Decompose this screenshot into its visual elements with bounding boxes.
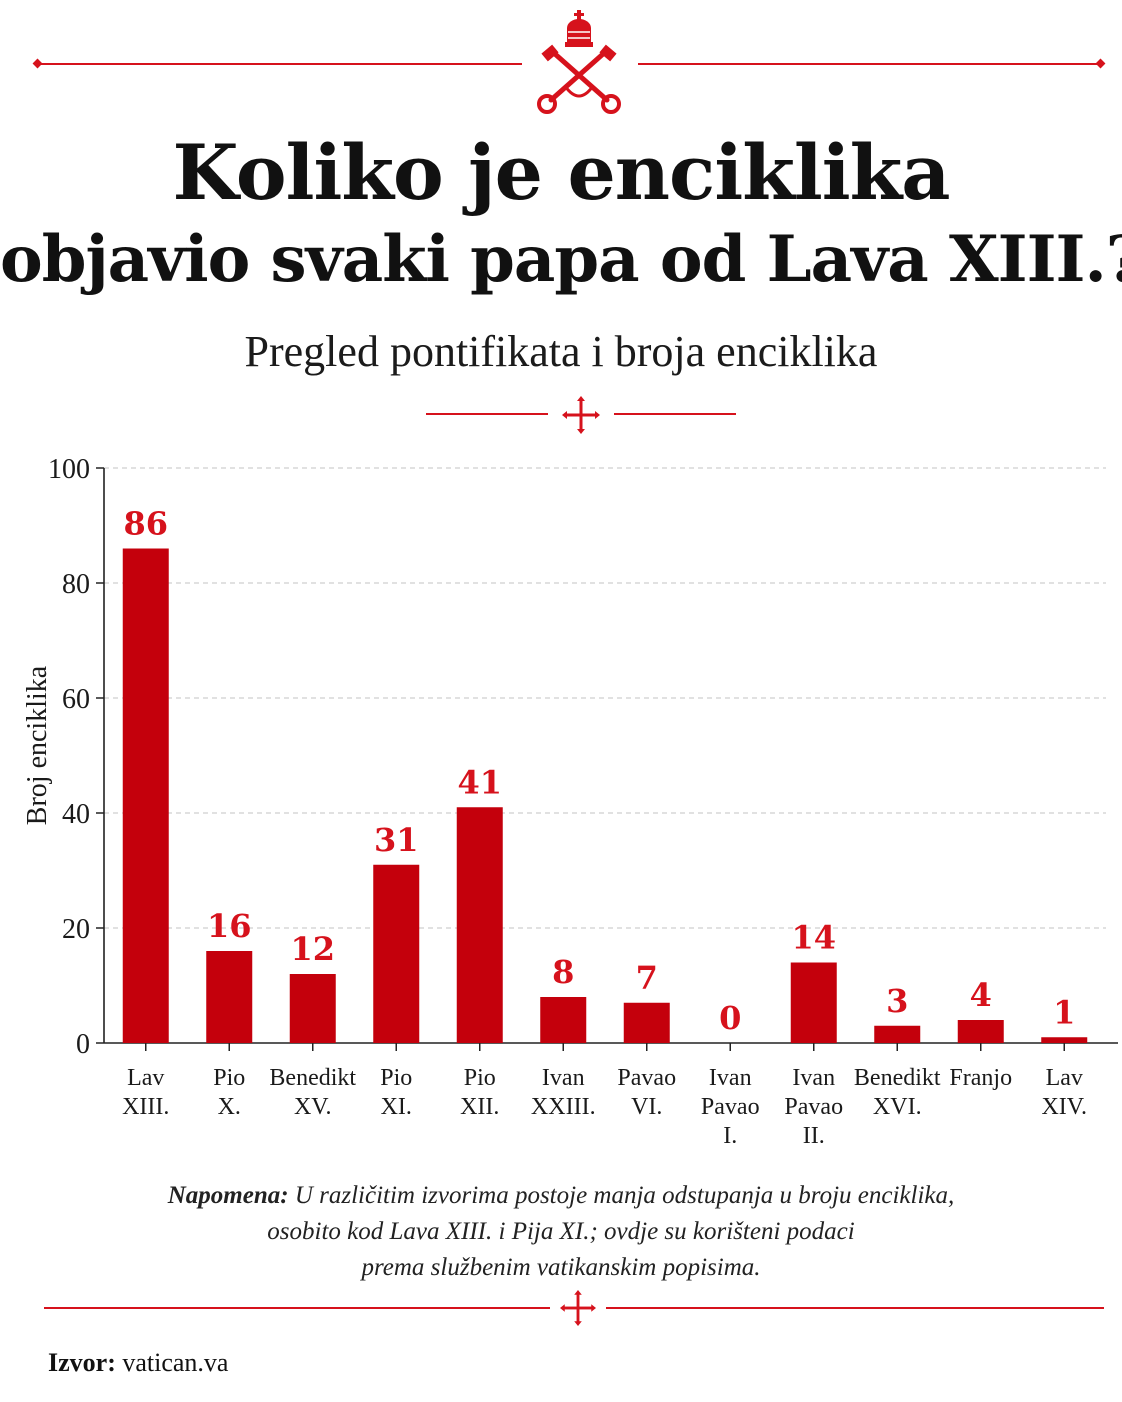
y-tick-label: 20 xyxy=(62,914,90,945)
note-line-2: osobito kod Lava XIII. i Pija XI.; ovdje… xyxy=(267,1218,855,1245)
x-tick-label: Pio X. xyxy=(213,1065,245,1120)
bar xyxy=(623,1002,670,1043)
x-tick-label-line: Ivan xyxy=(792,1065,835,1091)
x-tick-label-line: XII. xyxy=(460,1094,499,1120)
note-line-1: U različitim izvorima postoje manja odst… xyxy=(294,1182,955,1209)
bar xyxy=(790,962,837,1043)
source-label: Izvor: xyxy=(48,1348,116,1377)
x-tick-label: Benedikt XVI. xyxy=(854,1065,941,1120)
bottom-cross-ornament-icon xyxy=(560,1290,596,1326)
x-tick-label-line: Ivan xyxy=(709,1065,752,1091)
x-tick-label-line: Ivan xyxy=(542,1065,585,1091)
x-tick-label-line: XXIII. xyxy=(531,1094,596,1120)
chart-title-line-2: objavio svaki papa od Lava XIII.? xyxy=(0,222,1122,297)
x-tick-label-line: XVI. xyxy=(873,1094,922,1120)
x-tick-label: Ivan XXIII. xyxy=(531,1065,596,1120)
x-tick-label: Benedikt XV. xyxy=(269,1065,356,1120)
y-tick-label: 100 xyxy=(48,454,90,485)
x-tick-label: Pavao VI. xyxy=(617,1065,676,1120)
bar-value-label: 8 xyxy=(552,953,574,991)
x-tick-label: Ivan Pavao I. xyxy=(701,1065,760,1149)
bar xyxy=(122,548,169,1043)
x-tick-label-line: Pavao xyxy=(701,1094,760,1120)
x-tick-label-line: VI. xyxy=(631,1094,662,1120)
x-tick-label-line: Pio xyxy=(464,1065,496,1091)
bar xyxy=(874,1025,921,1043)
x-tick-label: Lav XIII. xyxy=(122,1065,169,1120)
chart-title-line-1: Koliko je enciklika xyxy=(172,128,951,217)
bar xyxy=(206,951,253,1043)
bar-value-label: 3 xyxy=(886,982,908,1020)
bar-value-label: 7 xyxy=(636,959,658,997)
x-tick-label-line: Lav xyxy=(127,1065,164,1091)
bar-value-label: 31 xyxy=(374,821,419,859)
top-rule-left-end xyxy=(32,58,43,69)
bar xyxy=(540,997,587,1043)
y-tick-label: 0 xyxy=(76,1029,90,1060)
chart-subtitle: Pregled pontifikata i broja enciklika xyxy=(244,327,878,376)
source: Izvor: vatican.va xyxy=(48,1348,228,1378)
x-tick-label-line: Benedikt xyxy=(269,1065,356,1091)
x-tick-label-line: I. xyxy=(723,1123,737,1149)
x-tick-label: Pio XI. xyxy=(380,1065,412,1120)
x-tick-label: Franjo xyxy=(949,1065,1012,1091)
x-tick-label-line: X. xyxy=(218,1094,241,1120)
y-tick-label: 80 xyxy=(62,569,90,600)
source-value: vatican.va xyxy=(122,1348,229,1377)
x-tick-label-line: XV. xyxy=(294,1094,332,1120)
x-tick-label-line: II. xyxy=(803,1123,825,1149)
x-tick-label-line: Pio xyxy=(380,1065,412,1091)
bottom-rule-right xyxy=(606,1307,1104,1309)
y-tick-label: 40 xyxy=(62,799,90,830)
y-axis-title: Broj enciklika xyxy=(22,665,53,825)
x-tick-label: Lav XIV. xyxy=(1041,1065,1087,1120)
bar-value-label: 0 xyxy=(719,999,741,1037)
bar xyxy=(373,864,420,1043)
bar xyxy=(289,974,336,1043)
top-rule-left xyxy=(38,63,522,65)
x-tick-label-line: Benedikt xyxy=(854,1065,941,1091)
x-tick-label: Ivan Pavao II. xyxy=(784,1065,843,1149)
subtitle-rule-left xyxy=(426,413,548,415)
x-tick-label: Pio XII. xyxy=(460,1065,499,1120)
x-tick-label-line: Lav xyxy=(1046,1065,1083,1091)
bottom-rule-left xyxy=(44,1307,550,1309)
bar xyxy=(456,807,503,1043)
cross-ornament-icon xyxy=(562,396,600,434)
x-tick-label-line: Pio xyxy=(213,1065,245,1091)
note-line-3: prema službenim vatikanskim popisima. xyxy=(361,1254,761,1281)
bar-value-label: 4 xyxy=(970,976,992,1014)
bar-value-label: 12 xyxy=(290,930,335,968)
bar-value-label: 1 xyxy=(1053,993,1075,1031)
x-tick-label-line: XI. xyxy=(381,1094,412,1120)
x-tick-label-line: Pavao xyxy=(617,1065,676,1091)
papal-keys-tiara-icon xyxy=(537,10,621,114)
subtitle-rule-right xyxy=(614,413,736,415)
bar-value-label: 86 xyxy=(123,505,168,543)
top-rule-right-end xyxy=(1095,58,1106,69)
x-tick-label-line: XIV. xyxy=(1041,1094,1087,1120)
bar-value-label: 14 xyxy=(791,919,836,957)
top-rule-right xyxy=(638,63,1102,65)
bar xyxy=(957,1020,1004,1043)
bar xyxy=(1041,1037,1088,1043)
x-tick-label-line: XIII. xyxy=(122,1094,169,1120)
note-label: Napomena: xyxy=(167,1182,289,1209)
x-tick-label-line: Franjo xyxy=(949,1065,1012,1091)
bar-value-label: 16 xyxy=(207,907,252,945)
note: Napomena: U različitim izvorima postoje … xyxy=(40,1178,1082,1286)
y-tick-label: 60 xyxy=(62,684,90,715)
x-tick-label-line: Pavao xyxy=(784,1094,843,1120)
bar-value-label: 41 xyxy=(457,763,502,801)
